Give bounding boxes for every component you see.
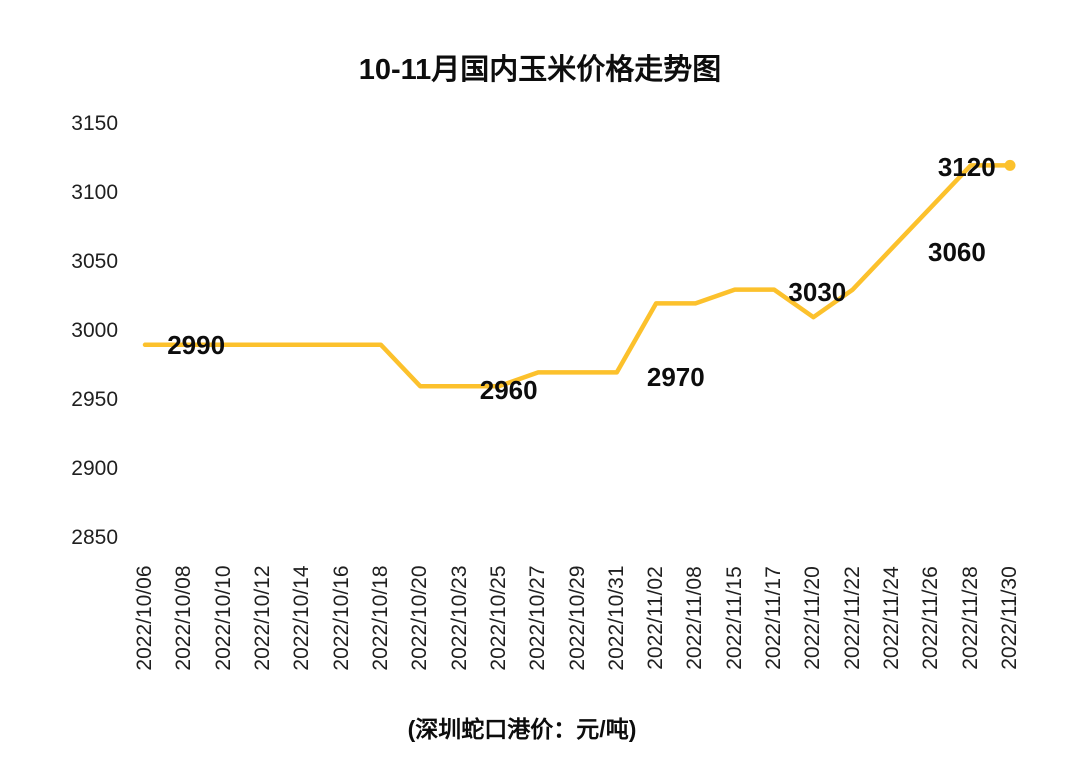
data-label: 3120 [937, 151, 996, 182]
x-axis-tick-label: 2022/10/14 [290, 565, 314, 671]
x-axis-tick-label: 2022/10/27 [526, 565, 550, 671]
data-label: 2960 [479, 375, 538, 406]
x-axis-tick-label: 2022/11/20 [801, 566, 825, 670]
x-axis-tick-label: 2022/10/20 [408, 565, 432, 671]
data-label: 3060 [927, 237, 986, 268]
x-axis-tick-label: 2022/11/28 [958, 566, 982, 670]
y-axis-tick-label: 2950 [71, 388, 118, 411]
axis-unit-label: (深圳蛇口港价：元/吨) [407, 716, 637, 742]
y-axis-tick-label: 2850 [71, 526, 118, 549]
x-axis-tick-label: 2022/11/22 [840, 566, 864, 670]
x-axis-tick-label: 2022/10/10 [211, 565, 235, 671]
data-label: 3030 [788, 277, 847, 308]
y-axis-tick-label: 3000 [71, 319, 118, 342]
data-label: 2970 [646, 361, 705, 392]
last-point-marker [1004, 159, 1016, 171]
x-axis-tick-label: 2022/10/08 [172, 565, 196, 671]
x-axis-tick-label: 2022/11/08 [683, 566, 707, 670]
x-axis-tick-label: 2022/11/17 [762, 566, 786, 670]
x-axis-tick-label: 2022/10/16 [329, 565, 353, 671]
x-axis-tick-label: 2022/10/18 [368, 565, 392, 671]
x-axis-tick-label: 2022/10/23 [447, 565, 471, 671]
y-axis-tick-label: 3050 [71, 250, 118, 273]
x-axis-tick-label: 2022/10/29 [565, 565, 589, 671]
x-axis-tick-label: 2022/11/30 [998, 566, 1021, 670]
y-axis-tick-label: 3150 [71, 112, 118, 135]
price-line-series [142, 163, 1013, 389]
x-axis-tick-label: 2022/10/25 [486, 565, 510, 671]
x-axis-tick-label: 2022/11/02 [644, 566, 668, 670]
x-axis-tick-label: 2022/11/24 [880, 566, 904, 670]
x-axis-tick-label: 2022/11/15 [722, 566, 746, 670]
x-axis-tick-label: 2022/10/06 [133, 565, 156, 671]
x-axis-tick-label: 2022/10/31 [604, 565, 628, 671]
chart-title: 10-11月国内玉米价格走势图 [358, 54, 722, 86]
data-label: 2990 [167, 329, 226, 360]
x-axis-tick-label: 2022/11/26 [919, 566, 943, 670]
y-axis-tick-label: 2900 [71, 457, 118, 480]
y-axis-tick-label: 3100 [71, 181, 118, 204]
x-axis-tick-label: 2022/10/12 [250, 565, 274, 671]
